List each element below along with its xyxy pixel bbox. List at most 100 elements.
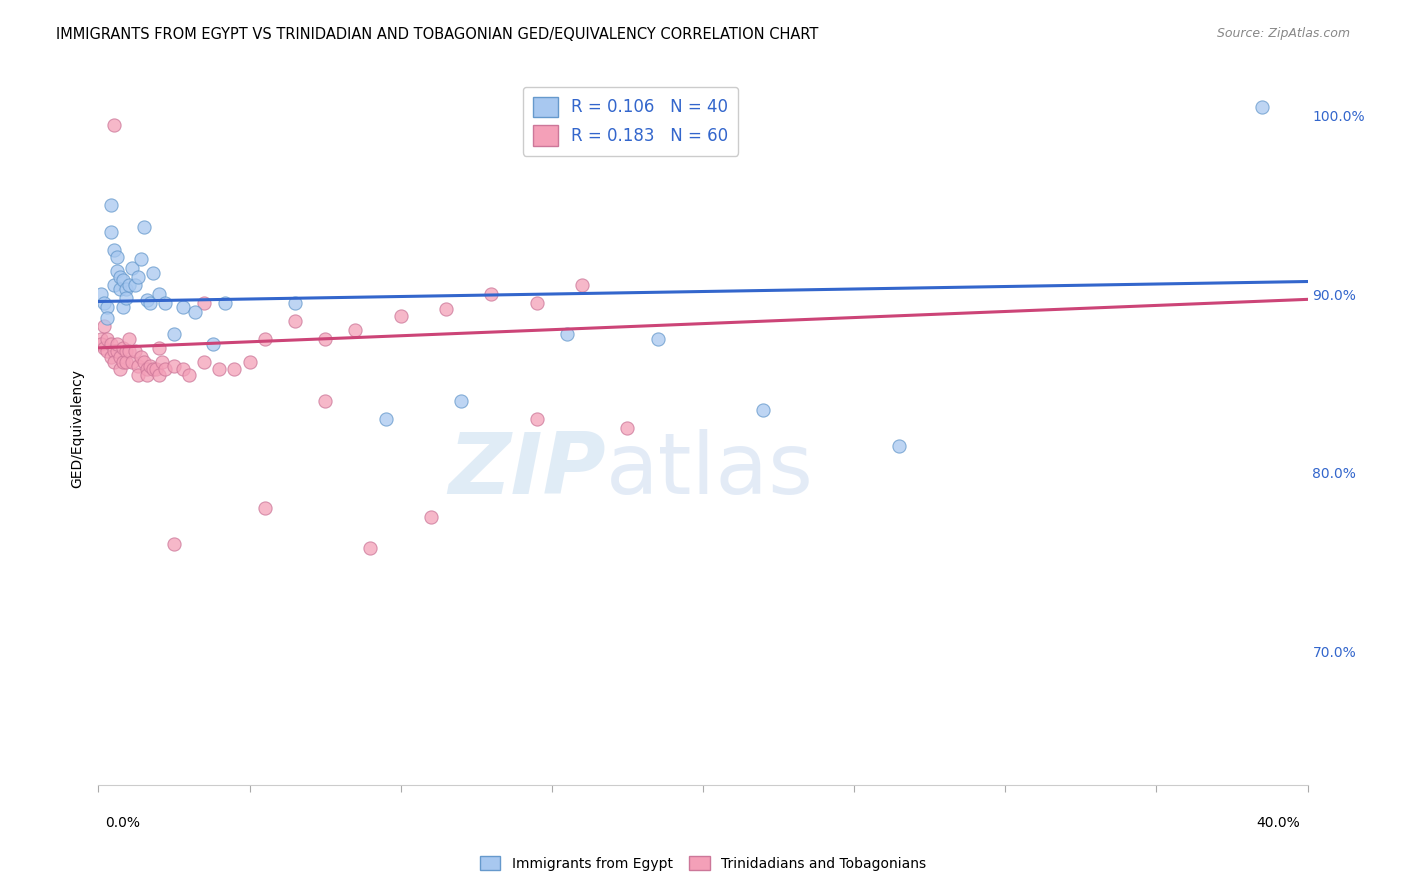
Point [108,350,131,364]
Point [114,282,136,296]
Point [179,368,201,382]
Point [153,296,176,310]
Point [314,332,336,346]
Point [142,362,165,376]
Point [284,296,307,310]
Point [752,403,775,417]
Point [253,332,276,346]
Point [163,326,186,341]
Point [103,278,125,293]
Text: IMMIGRANTS FROM EGYPT VS TRINIDADIAN AND TOBAGONIAN GED/EQUIVALENCY CORRELATION : IMMIGRANTS FROM EGYPT VS TRINIDADIAN AND… [56,27,818,42]
Point [114,291,136,305]
Point [100,350,122,364]
Point [145,362,167,376]
Point [100,225,122,239]
Point [105,344,128,359]
Point [434,301,457,316]
Point [96,300,118,314]
Point [124,278,146,293]
Point [114,344,136,359]
Point [108,269,131,284]
Point [127,359,149,373]
Point [127,368,149,382]
Point [111,355,134,369]
Point [889,439,911,453]
Point [526,412,548,426]
Point [163,537,186,551]
Point [90,332,112,346]
Point [129,350,152,364]
Point [118,278,141,293]
Point [450,394,472,409]
Point [121,355,143,369]
Point [103,243,125,257]
Text: atlas: atlas [606,429,814,513]
Point [108,362,131,376]
Text: Source: ZipAtlas.com: Source: ZipAtlas.com [1216,27,1350,40]
Point [389,309,412,323]
Point [121,260,143,275]
Point [132,219,155,234]
Point [153,362,176,376]
Text: 0.0%: 0.0% [105,816,141,830]
Point [93,319,115,334]
Point [1251,100,1274,114]
Point [93,341,115,355]
Point [344,323,367,337]
Point [108,282,131,296]
Point [253,501,276,516]
Point [193,296,215,310]
Point [142,266,165,280]
Point [103,355,125,369]
Point [105,264,128,278]
Point [555,326,578,341]
Point [103,118,125,132]
Point [193,355,215,369]
Point [202,337,225,351]
Point [96,344,118,359]
Point [90,287,112,301]
Point [111,300,134,314]
Point [150,355,173,369]
Point [129,252,152,266]
Point [93,296,115,310]
Point [224,362,246,376]
Point [148,287,170,301]
Legend: Immigrants from Egypt, Trinidadians and Tobagonians: Immigrants from Egypt, Trinidadians and … [474,850,932,876]
Text: ZIP: ZIP [449,429,606,513]
Point [105,337,128,351]
Point [314,394,336,409]
Point [90,337,112,351]
Point [127,269,149,284]
Point [96,332,118,346]
Point [111,341,134,355]
Point [420,510,443,524]
Point [360,541,382,555]
Point [100,198,122,212]
Point [184,305,207,319]
Point [571,278,593,293]
Point [111,273,134,287]
Point [163,359,186,373]
Point [374,412,396,426]
Point [208,362,231,376]
Point [124,344,146,359]
Point [105,250,128,264]
Point [103,344,125,359]
Point [526,296,548,310]
Point [96,310,118,325]
Point [148,341,170,355]
Point [100,337,122,351]
Point [616,421,638,435]
Point [132,355,155,369]
Point [214,296,236,310]
Text: 40.0%: 40.0% [1257,816,1301,830]
Point [139,359,162,373]
Legend: R = 0.106   N = 40, R = 0.183   N = 60: R = 0.106 N = 40, R = 0.183 N = 60 [523,87,738,156]
Point [118,332,141,346]
Point [239,355,262,369]
Point [647,332,669,346]
Point [172,362,194,376]
Point [135,362,157,376]
Point [118,344,141,359]
